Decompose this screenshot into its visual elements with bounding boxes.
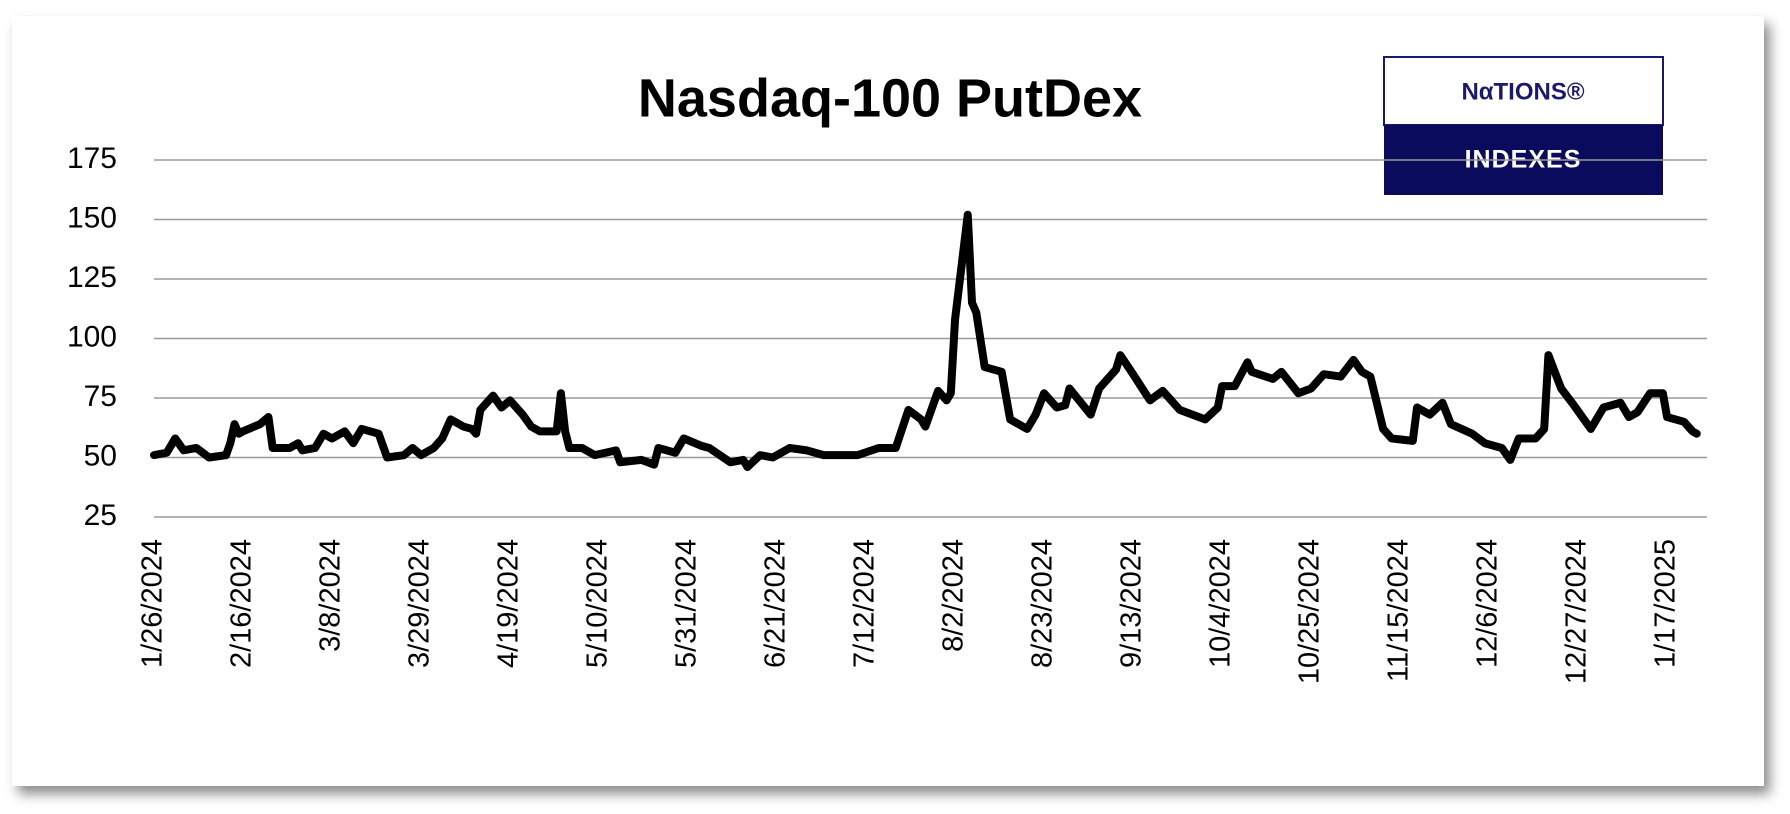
x-tick-label: 8/2/2024 [938,539,970,652]
x-tick-label: 8/23/2024 [1027,539,1059,668]
x-tick-label: 9/13/2024 [1116,539,1148,668]
x-tick-label: 4/19/2024 [493,539,525,668]
y-tick-label: 150 [67,201,117,234]
x-tick-label: 6/21/2024 [760,539,792,668]
chart-title: Nasdaq-100 PutDex [638,68,1142,128]
x-tick-label: 3/29/2024 [404,539,436,668]
x-tick-label: 5/10/2024 [582,539,614,668]
logo-top-box [1383,56,1664,126]
x-tick-label: 3/8/2024 [315,539,347,652]
x-tick-label: 12/6/2024 [1472,539,1504,668]
y-tick-label: 125 [67,261,117,294]
x-tick-label: 1/26/2024 [137,539,169,668]
x-tick-label: 10/4/2024 [1205,539,1237,668]
x-tick-label: 11/15/2024 [1383,539,1415,682]
x-tick-label: 5/31/2024 [671,539,703,668]
y-tick-label: 175 [67,142,117,175]
x-tick-label: 10/25/2024 [1294,539,1326,684]
x-tick-label: 12/27/2024 [1561,539,1593,684]
y-tick-label: 25 [84,499,117,532]
x-tick-label: 7/12/2024 [849,539,881,668]
logo-top: NαTIONS® [1461,78,1584,105]
y-tick-label: 75 [84,380,117,413]
line [150,210,1701,472]
y-tick-label: 50 [84,439,117,472]
x-tick-label: 1/17/2025 [1650,539,1682,668]
y-tick-label: 100 [67,320,117,353]
x-tick-label: 2/16/2024 [226,539,258,668]
